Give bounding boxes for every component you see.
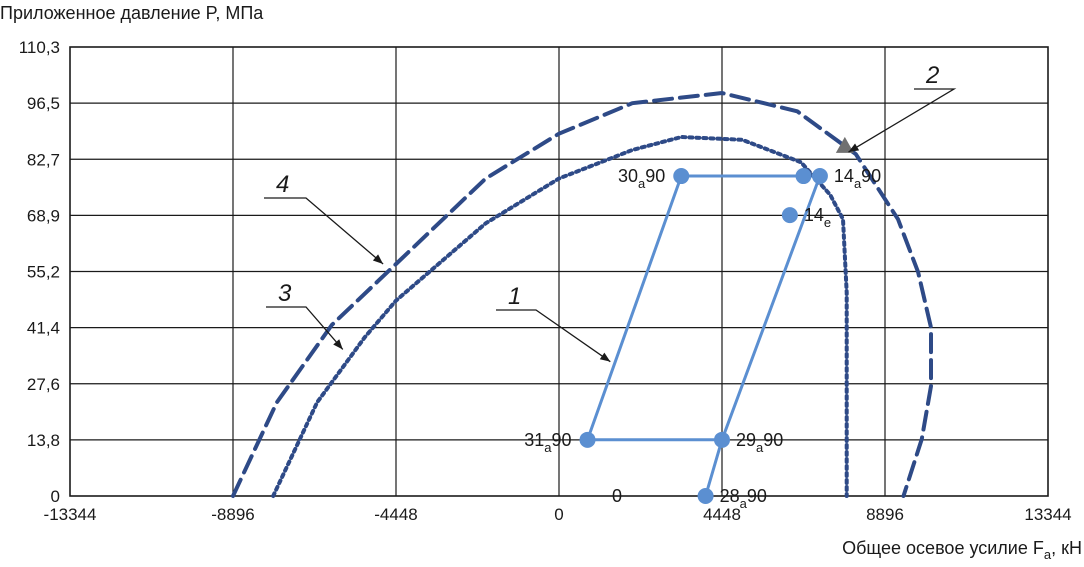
y-tick-label: 41,4 — [27, 319, 60, 338]
data-point — [673, 168, 690, 185]
series-1-line — [586, 174, 822, 498]
callout-leader — [848, 88, 957, 153]
y-tick-label: 96,5 — [27, 94, 60, 113]
callout-leader — [496, 309, 611, 363]
data-point — [811, 168, 828, 185]
data-point-label-suffix: 90 — [747, 486, 767, 506]
data-point — [579, 431, 596, 448]
callout-arrowhead — [848, 143, 860, 153]
callout-label: 2 — [925, 62, 939, 89]
data-point-label-main: 29 — [736, 430, 756, 450]
callout-leader — [266, 306, 344, 350]
data-point-label: 30a90 — [618, 166, 665, 191]
data-point-label: 14a90 — [834, 166, 881, 191]
callout-arrowhead — [599, 352, 611, 362]
x-tick-label: -13344 — [44, 505, 97, 524]
data-point-label-suffix: 90 — [861, 166, 881, 186]
data-point-label-subscript: a — [544, 440, 552, 455]
data-point-label-subscript: a — [854, 176, 862, 191]
y-axis-title: Приложенное давление P, МПа — [0, 3, 264, 23]
y-tick-label: 82,7 — [27, 150, 60, 169]
data-point-label-subscript: a — [756, 440, 764, 455]
data-point-label-main: 30 — [618, 166, 638, 186]
y-tick-label: 68,9 — [27, 206, 60, 225]
data-point-label-suffix: 90 — [551, 430, 571, 450]
data-point — [697, 488, 714, 504]
data-point-label-subscript: a — [740, 496, 748, 511]
x-axis-title-main: Общее осевое усилие F — [842, 538, 1044, 558]
callout-label: 4 — [276, 171, 289, 198]
data-point-label-main: 14 — [804, 205, 824, 225]
data-point-label: 28a90 — [720, 486, 767, 511]
x-tick-label: 0 — [554, 505, 563, 524]
triangle-marker — [835, 136, 854, 153]
data-point — [781, 207, 798, 224]
data-point-label-subscript: e — [824, 215, 831, 230]
data-point — [795, 168, 812, 185]
callout-label: 1 — [508, 283, 521, 310]
y-tick-label: 27,6 — [27, 375, 60, 394]
callout-arrowhead — [372, 254, 384, 264]
x-tick-label: -4448 — [374, 505, 417, 524]
callout-leader — [264, 197, 384, 265]
y-tick-label: 55,2 — [27, 263, 60, 282]
x-tick-label: 8896 — [866, 505, 904, 524]
data-point-label: 14e — [804, 205, 831, 230]
x-axis-title-subscript: a — [1044, 547, 1052, 562]
x-axis-title-unit: , кН — [1051, 538, 1082, 558]
callout-label: 3 — [278, 280, 292, 307]
data-point-label-suffix: 90 — [763, 430, 783, 450]
y-tick-label: 110,3 — [19, 38, 60, 57]
data-point-label-suffix: 90 — [645, 166, 665, 186]
callout-arrowhead — [333, 339, 343, 350]
data-point — [714, 431, 730, 448]
annotation-label: 0 — [612, 486, 622, 506]
x-tick-label: -8896 — [211, 505, 254, 524]
grid: -13344 -8896 -4448 0 4448 8896 13344 0 13,8 27,6 4… — [19, 38, 1072, 524]
series-3-line — [271, 135, 849, 498]
data-point-label-subscript: a — [638, 176, 646, 191]
x-tick-label: 4448 — [703, 505, 741, 524]
data-point-label-main: 31 — [524, 430, 544, 450]
data-point-label-main: 28 — [720, 486, 740, 506]
data-point-label-main: 14 — [834, 166, 854, 186]
x-tick-label: 13344 — [1024, 505, 1071, 524]
plot-frame — [69, 46, 1049, 497]
x-axis-title: Общее осевое усилие Fa, кН — [842, 538, 1082, 562]
data-point-label: 29a90 — [736, 430, 783, 455]
y-tick-label: 13,8 — [27, 431, 60, 450]
data-point-label: 31a90 — [524, 430, 571, 455]
series-4-line — [231, 91, 933, 498]
y-tick-label: 0 — [51, 487, 60, 506]
